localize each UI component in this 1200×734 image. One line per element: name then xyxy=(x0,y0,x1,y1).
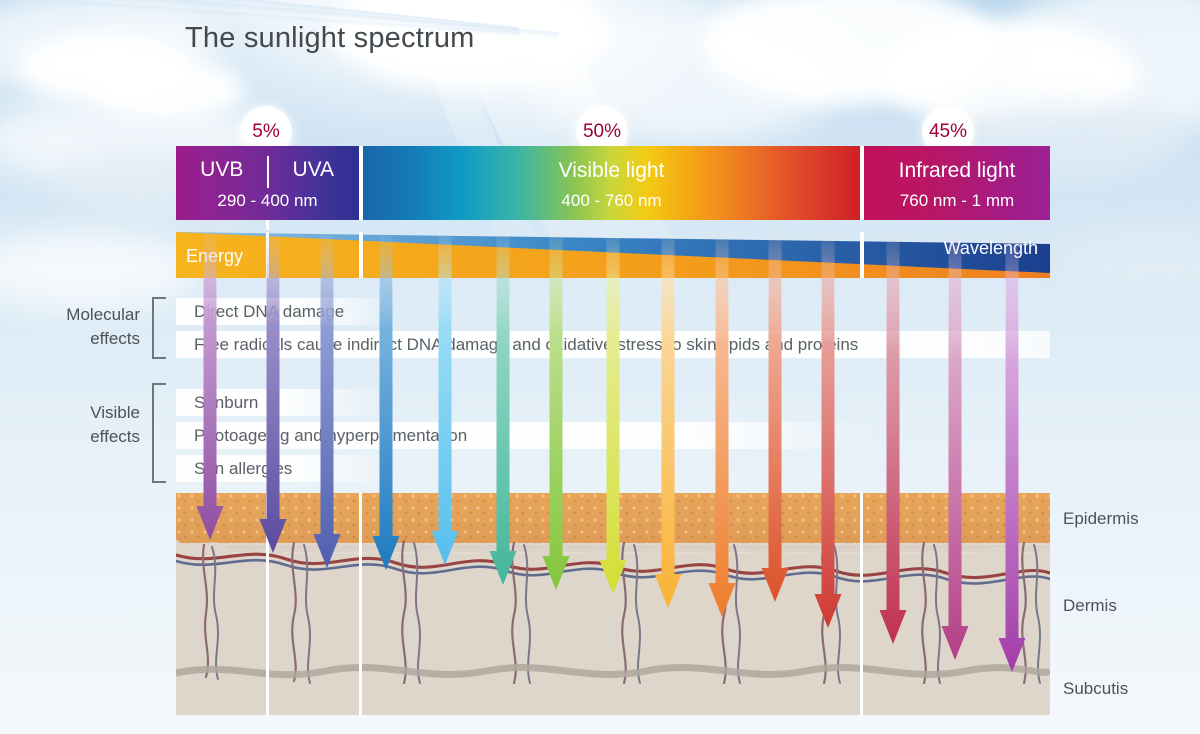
bracket-visible xyxy=(152,383,166,483)
infrared-percentage-value: 45% xyxy=(928,121,968,142)
band-uv-range: 290 - 400 nm xyxy=(217,191,318,210)
effect-row-sun-allergies: Sun allergies xyxy=(176,455,1050,482)
uvb-uva-divider-line xyxy=(267,156,269,188)
bracket-molecular xyxy=(152,297,166,359)
effect-label-sunburn: Sunburn xyxy=(194,392,259,412)
page-title: The sunlight spectrum xyxy=(185,22,475,54)
group-visible-line1: Visible xyxy=(90,403,140,422)
band-visible-range: 400 - 760 nm xyxy=(561,191,662,210)
visible-percentage-value: 50% xyxy=(582,121,622,142)
energy-wavelength-wedge: Energy Wavelength xyxy=(176,232,1050,278)
group-molecular-line1: Molecular xyxy=(66,305,140,324)
skin-divider-visible-infrared xyxy=(860,493,863,715)
effect-row-free-radicals: Free radicals cause indirect DNA damage … xyxy=(176,331,1050,358)
band-infrared-range: 760 nm - 1 mm xyxy=(899,191,1015,210)
band-uvb-label: UVB xyxy=(200,158,244,181)
effect-row-photoageing: Photoageing and hyperpigmentation xyxy=(176,422,1050,449)
effect-label-photoageing: Photoageing and hyperpigmentation xyxy=(194,425,468,445)
uv-percentage-value: 5% xyxy=(252,121,280,142)
effect-label-direct-dna-damage: Direct DNA damage xyxy=(194,301,345,321)
effect-bar-sunburn xyxy=(176,389,1050,416)
effect-row-direct-dna-damage: Direct DNA damage xyxy=(176,298,1050,325)
energy-label: Energy xyxy=(186,246,244,266)
effect-row-sunburn: Sunburn xyxy=(176,389,1050,416)
skin-cross-section xyxy=(176,493,1050,715)
wavelength-label: Wavelength xyxy=(943,238,1038,258)
effect-label-free-radicals: Free radicals cause indirect DNA damage … xyxy=(194,334,859,354)
band-visible-label: Visible light xyxy=(558,159,665,182)
group-label-visible: Visible effects xyxy=(20,401,140,449)
band-uva: UVA xyxy=(268,146,360,220)
group-molecular-line2: effects xyxy=(90,329,140,348)
band-visible-light: Visible light 400 - 760 nm xyxy=(363,146,860,220)
group-visible-line2: effects xyxy=(90,427,140,446)
band-uva-label: UVA xyxy=(292,158,335,181)
group-label-molecular: Molecular effects xyxy=(20,303,140,351)
effect-label-sun-allergies: Sun allergies xyxy=(194,458,293,478)
band-infrared-label: Infrared light xyxy=(898,159,1016,182)
skin-divider-uv-visible xyxy=(266,493,269,715)
dermal-junction xyxy=(176,539,1050,715)
layer-label-subcutis: Subcutis xyxy=(1063,679,1129,698)
nerve-strand xyxy=(176,664,1050,679)
layer-label-epidermis: Epidermis xyxy=(1063,509,1139,528)
skin-divider-visible-start xyxy=(359,493,362,715)
band-ultraviolet: UVB UVA 290 - 400 nm xyxy=(176,146,359,220)
effect-bar-sun-allergies xyxy=(176,455,1050,482)
band-uvb: UVB xyxy=(176,146,268,220)
spectrum-bar: UVB UVA 290 - 400 nm Visible light 400 -… xyxy=(176,146,1050,220)
band-infrared-light: Infrared light 760 nm - 1 mm xyxy=(864,146,1050,220)
layer-label-dermis: Dermis xyxy=(1063,596,1117,615)
